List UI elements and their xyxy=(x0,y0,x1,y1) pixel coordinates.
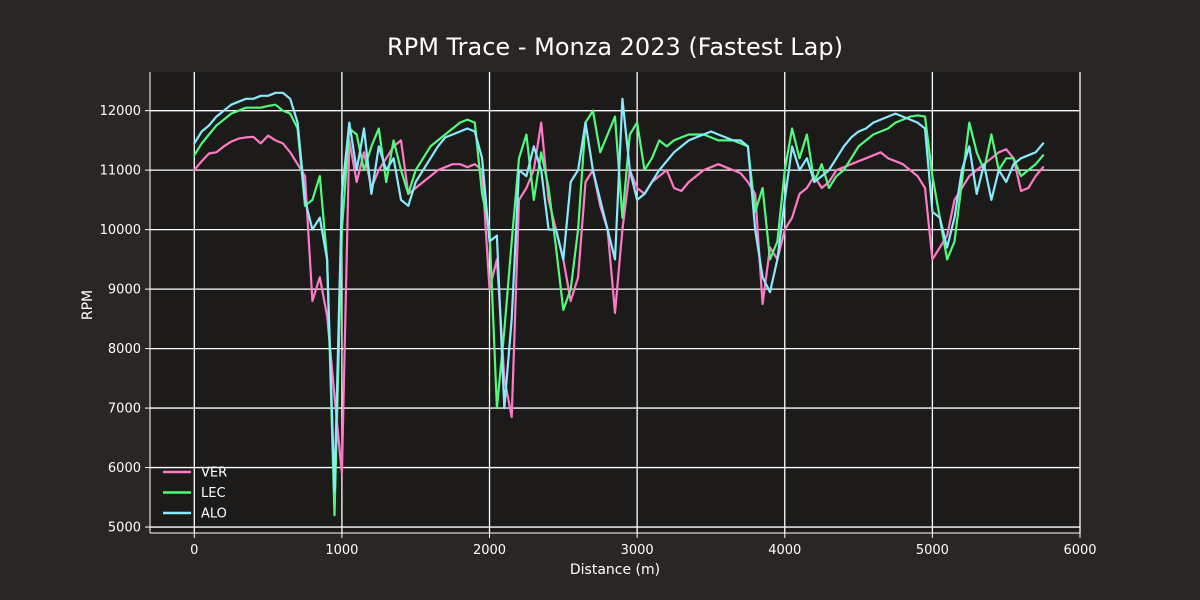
y-tick-label: 5000 xyxy=(108,521,141,536)
legend: VER LEC ALO xyxy=(163,466,227,522)
x-tick-label: 0 xyxy=(190,543,198,558)
y-tick-label: 12000 xyxy=(100,104,141,119)
legend-label-lec: LEC xyxy=(201,486,226,501)
legend-label-alo: ALO xyxy=(201,507,227,522)
chart-title: RPM Trace - Monza 2023 (Fastest Lap) xyxy=(387,33,843,61)
series-line-alo xyxy=(193,91,1045,493)
x-tick-label: 4000 xyxy=(768,543,801,558)
x-tick-label: 6000 xyxy=(1063,543,1096,558)
axes: 0 1000 2000 3000 4000 5000 6000 5000 6000 7000 800… xyxy=(100,72,1097,558)
y-tick-label: 8000 xyxy=(108,342,141,357)
series-lines xyxy=(193,91,1045,517)
x-axis-label: Distance (m) xyxy=(570,562,660,578)
y-tick-label: 11000 xyxy=(100,164,141,179)
grid xyxy=(150,72,1081,533)
y-tick-label: 6000 xyxy=(108,461,141,476)
x-tick-label: 2000 xyxy=(473,543,506,558)
x-tick-label: 3000 xyxy=(621,543,654,558)
x-tick-label: 1000 xyxy=(325,543,358,558)
y-axis-label: RPM xyxy=(80,290,96,320)
x-tick-label: 5000 xyxy=(916,543,949,558)
y-tick-label: 7000 xyxy=(108,402,141,417)
y-tick-label: 9000 xyxy=(108,283,141,298)
y-tick-label: 10000 xyxy=(100,223,141,238)
legend-label-ver: VER xyxy=(201,466,227,481)
